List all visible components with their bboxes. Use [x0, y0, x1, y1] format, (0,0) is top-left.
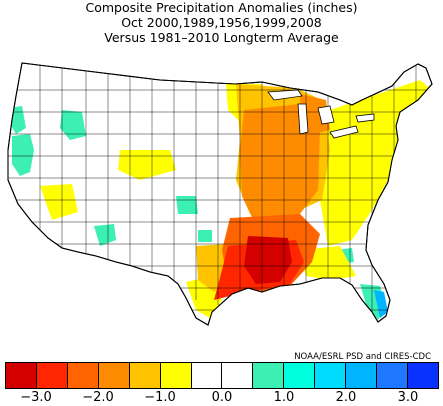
wet-region-florida-coast	[374, 290, 388, 318]
legend-swatch	[6, 363, 37, 388]
legend-tick-label: −1.0	[144, 390, 176, 405]
map-subtitle-years: Oct 2000,1989,1956,1999,2008	[121, 15, 322, 30]
dry-region-midwest-core	[240, 104, 320, 226]
dry-region-central-plains	[118, 150, 176, 180]
legend-tick-label: 3.0	[397, 390, 419, 405]
legend-swatch	[315, 363, 347, 388]
map-subtitle-baseline: Versus 1981–2010 Longterm Average	[104, 30, 339, 45]
dry-core-gulf-coast	[244, 236, 292, 284]
legend-swatch	[36, 363, 68, 388]
legend-swatch	[253, 363, 285, 388]
wet-region-new-mexico	[94, 224, 116, 246]
map-title: Composite Precipitation Anomalies (inche…	[85, 0, 358, 15]
legend-swatch	[191, 363, 223, 388]
us-precipitation-map	[7, 62, 433, 326]
legend-swatch	[67, 363, 99, 388]
legend-ticks: −3.0 −2.0 −1.0 0.0 1.0 2.0 3.0	[5, 390, 439, 406]
wet-region-california	[12, 134, 34, 176]
legend-swatch	[284, 363, 316, 388]
legend-tick-label: 0.0	[211, 390, 233, 405]
legend-swatch	[129, 363, 161, 388]
legend-swatch	[98, 363, 130, 388]
wet-region-oregon-coast	[10, 106, 26, 134]
legend-tick-label: −2.0	[82, 390, 114, 405]
legend-swatch	[222, 363, 254, 388]
wet-region-idaho	[60, 110, 86, 140]
legend-swatch	[160, 363, 192, 388]
legend-swatch	[377, 363, 408, 388]
wet-region-carolina	[384, 184, 400, 204]
legend-tick-label: −3.0	[20, 390, 52, 405]
data-credit: NOAA/ESRL PSD and CIRES-CDC	[294, 352, 431, 362]
legend-tick-label: 2.0	[335, 390, 357, 405]
great-lakes	[267, 89, 375, 139]
legend-colorbar	[5, 362, 439, 389]
legend-tick-label: 1.0	[273, 390, 295, 405]
wet-region-oklahoma	[198, 230, 212, 242]
dry-region-southwest	[40, 184, 78, 220]
legend-swatch	[407, 363, 438, 388]
wet-region-kansas	[176, 196, 198, 214]
legend-swatch	[346, 363, 378, 388]
